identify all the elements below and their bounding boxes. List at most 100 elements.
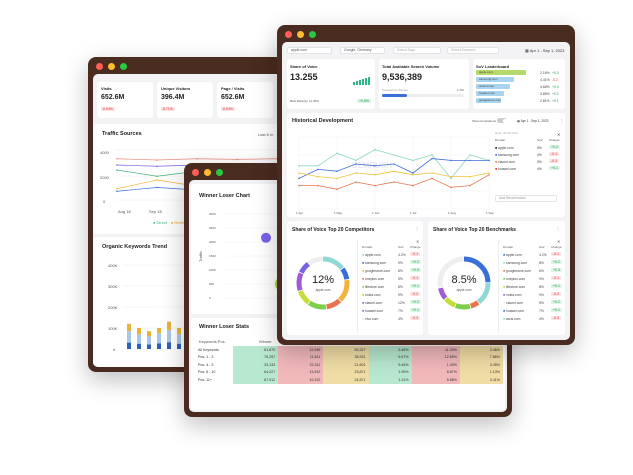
history-point[interactable] [431, 172, 433, 174]
history-point[interactable] [374, 184, 376, 187]
donut-segment[interactable] [296, 256, 350, 310]
donut-segment[interactable] [437, 256, 491, 310]
legend-row[interactable]: ■ huawei.com 7% +0.1 [503, 307, 563, 314]
donut-segment[interactable] [296, 256, 350, 310]
add-benchmarks-select[interactable]: Add Benchmarks [495, 195, 557, 202]
donut-segment[interactable] [437, 256, 491, 310]
history-point[interactable] [488, 159, 490, 162]
history-point[interactable] [336, 170, 338, 172]
history-point[interactable] [374, 148, 376, 151]
engine-select[interactable]: Google, Germany [340, 47, 385, 54]
legend-row[interactable]: ■ lifestore.com 8% +0.1 [362, 283, 422, 290]
history-point[interactable] [431, 154, 433, 156]
domain-select[interactable]: apple.com [287, 47, 332, 54]
history-point[interactable] [431, 177, 433, 180]
range-select[interactable]: Last 6 m [258, 132, 274, 137]
minimize-button[interactable] [108, 63, 115, 70]
history-point[interactable] [469, 184, 471, 187]
tags-select[interactable]: Select Tags [393, 47, 441, 54]
leaderboard-item[interactable]: apple.com 2.16% +0.3 [476, 69, 562, 76]
column-header-sortable[interactable]: Winner [259, 339, 272, 344]
history-point[interactable] [355, 159, 357, 162]
history-point[interactable] [298, 172, 300, 174]
legend-row[interactable]: ■ apple.com 4.2% -0.1 [503, 251, 563, 258]
history-point[interactable] [374, 165, 376, 167]
history-point[interactable] [488, 172, 490, 174]
donut-segment[interactable] [296, 256, 350, 310]
leaderboard-item[interactable]: xiaomi.com 4.66% +0.3 [476, 83, 562, 90]
history-date-button[interactable]: ▦ Apr 1 - Sep 1, 2023 [517, 119, 549, 123]
history-point[interactable] [450, 177, 452, 180]
history-point[interactable] [450, 186, 452, 189]
history-point[interactable] [469, 154, 471, 156]
donut-segment[interactable] [296, 256, 350, 310]
history-point[interactable] [469, 159, 471, 162]
close-icon[interactable]: ✕ [557, 239, 561, 244]
maximize-button[interactable] [216, 169, 223, 176]
history-point[interactable] [393, 163, 395, 165]
history-point[interactable] [393, 154, 395, 156]
legend-row[interactable]: ■ samsung.com 8% +0.2 [503, 259, 563, 266]
more-icon[interactable]: ⋮ [560, 118, 564, 123]
keyword-select[interactable]: Select Keyword [447, 47, 499, 54]
organic-bar-top3 [177, 343, 181, 349]
history-point[interactable] [355, 172, 357, 174]
history-point[interactable] [412, 172, 414, 174]
history-point[interactable] [374, 174, 376, 176]
bubble[interactable] [261, 232, 271, 243]
history-point[interactable] [317, 168, 319, 171]
history-point[interactable] [317, 165, 319, 167]
legend-row[interactable]: ■ samsung.com 9% +0.2 [362, 259, 422, 266]
legend-row[interactable]: ■ lifestore.com 8% +0.1 [503, 283, 563, 290]
close-button[interactable] [285, 31, 292, 38]
leaderboard-item[interactable]: huawei.com 3.85% +0.2 [476, 90, 562, 97]
legend-row[interactable]: ■ nokia.com 9% -0.2 [503, 291, 563, 298]
history-point[interactable] [298, 165, 300, 167]
history-point[interactable] [336, 188, 338, 190]
history-point[interactable] [393, 181, 395, 183]
history-point[interactable] [317, 175, 319, 178]
legend-row[interactable]: ■ asus.com 4% -0.3 [503, 315, 563, 322]
history-point[interactable] [412, 159, 414, 162]
history-point[interactable] [355, 163, 357, 165]
close-icon[interactable]: ✕ [416, 239, 420, 244]
table-cell: 61,870 [233, 346, 279, 354]
history-point[interactable] [412, 184, 414, 187]
history-point[interactable] [450, 159, 452, 162]
legend-row[interactable]: ■ oneplus.com 5% -0.1 [362, 275, 422, 282]
close-icon[interactable]: ✕ [557, 132, 561, 137]
history-point[interactable] [355, 181, 357, 183]
history-point[interactable] [336, 177, 338, 180]
legend-row[interactable]: ■ googlestore.com 6% +0.3 [503, 267, 563, 274]
history-point[interactable] [393, 170, 395, 172]
history-point[interactable] [298, 184, 300, 187]
legend-row[interactable]: ■ googlestore.com 8% +0.3 [362, 267, 422, 274]
close-button[interactable] [192, 169, 199, 176]
maximize-button[interactable] [309, 31, 316, 38]
history-point[interactable] [412, 174, 414, 176]
history-point[interactable] [317, 184, 319, 187]
maximize-button[interactable] [120, 63, 127, 70]
minimize-button[interactable] [204, 169, 211, 176]
annotations-toggle[interactable] [497, 118, 507, 123]
leaderboard-item[interactable]: samsung.com 4.41% -0.2 [476, 76, 562, 83]
legend-row[interactable]: ■ vivo.com 4% -0.3 [362, 315, 422, 322]
minimize-button[interactable] [297, 31, 304, 38]
history-point[interactable] [469, 175, 471, 178]
more-icon[interactable]: ⋮ [556, 226, 560, 231]
history-point[interactable] [431, 157, 433, 160]
history-point[interactable] [336, 152, 338, 154]
close-button[interactable] [96, 63, 103, 70]
legend-row[interactable]: ■ huawei.com 7% +0.1 [362, 307, 422, 314]
history-point[interactable] [298, 177, 300, 180]
leaderboard-item[interactable]: googlestore.com 2.81% +0.1 [476, 97, 562, 104]
legend-row[interactable]: ■ xiaomi.com 12% +0.2 [362, 299, 422, 306]
history-point[interactable] [450, 175, 452, 178]
history-point[interactable] [488, 174, 490, 176]
legend-row[interactable]: ■ nokia.com 9% -0.2 [362, 291, 422, 298]
legend-row[interactable]: ■ xiaomi.com 5% +0.2 [503, 299, 563, 306]
legend-row[interactable]: ■ oneplus.com 9% -0.1 [503, 275, 563, 282]
date-range-button[interactable]: ▦ Apr 1 - Sep 1, 2023 [525, 48, 565, 53]
legend-row[interactable]: ■ apple.com 4.2% -0.1 [362, 251, 422, 258]
more-icon[interactable]: ⋮ [415, 226, 419, 231]
